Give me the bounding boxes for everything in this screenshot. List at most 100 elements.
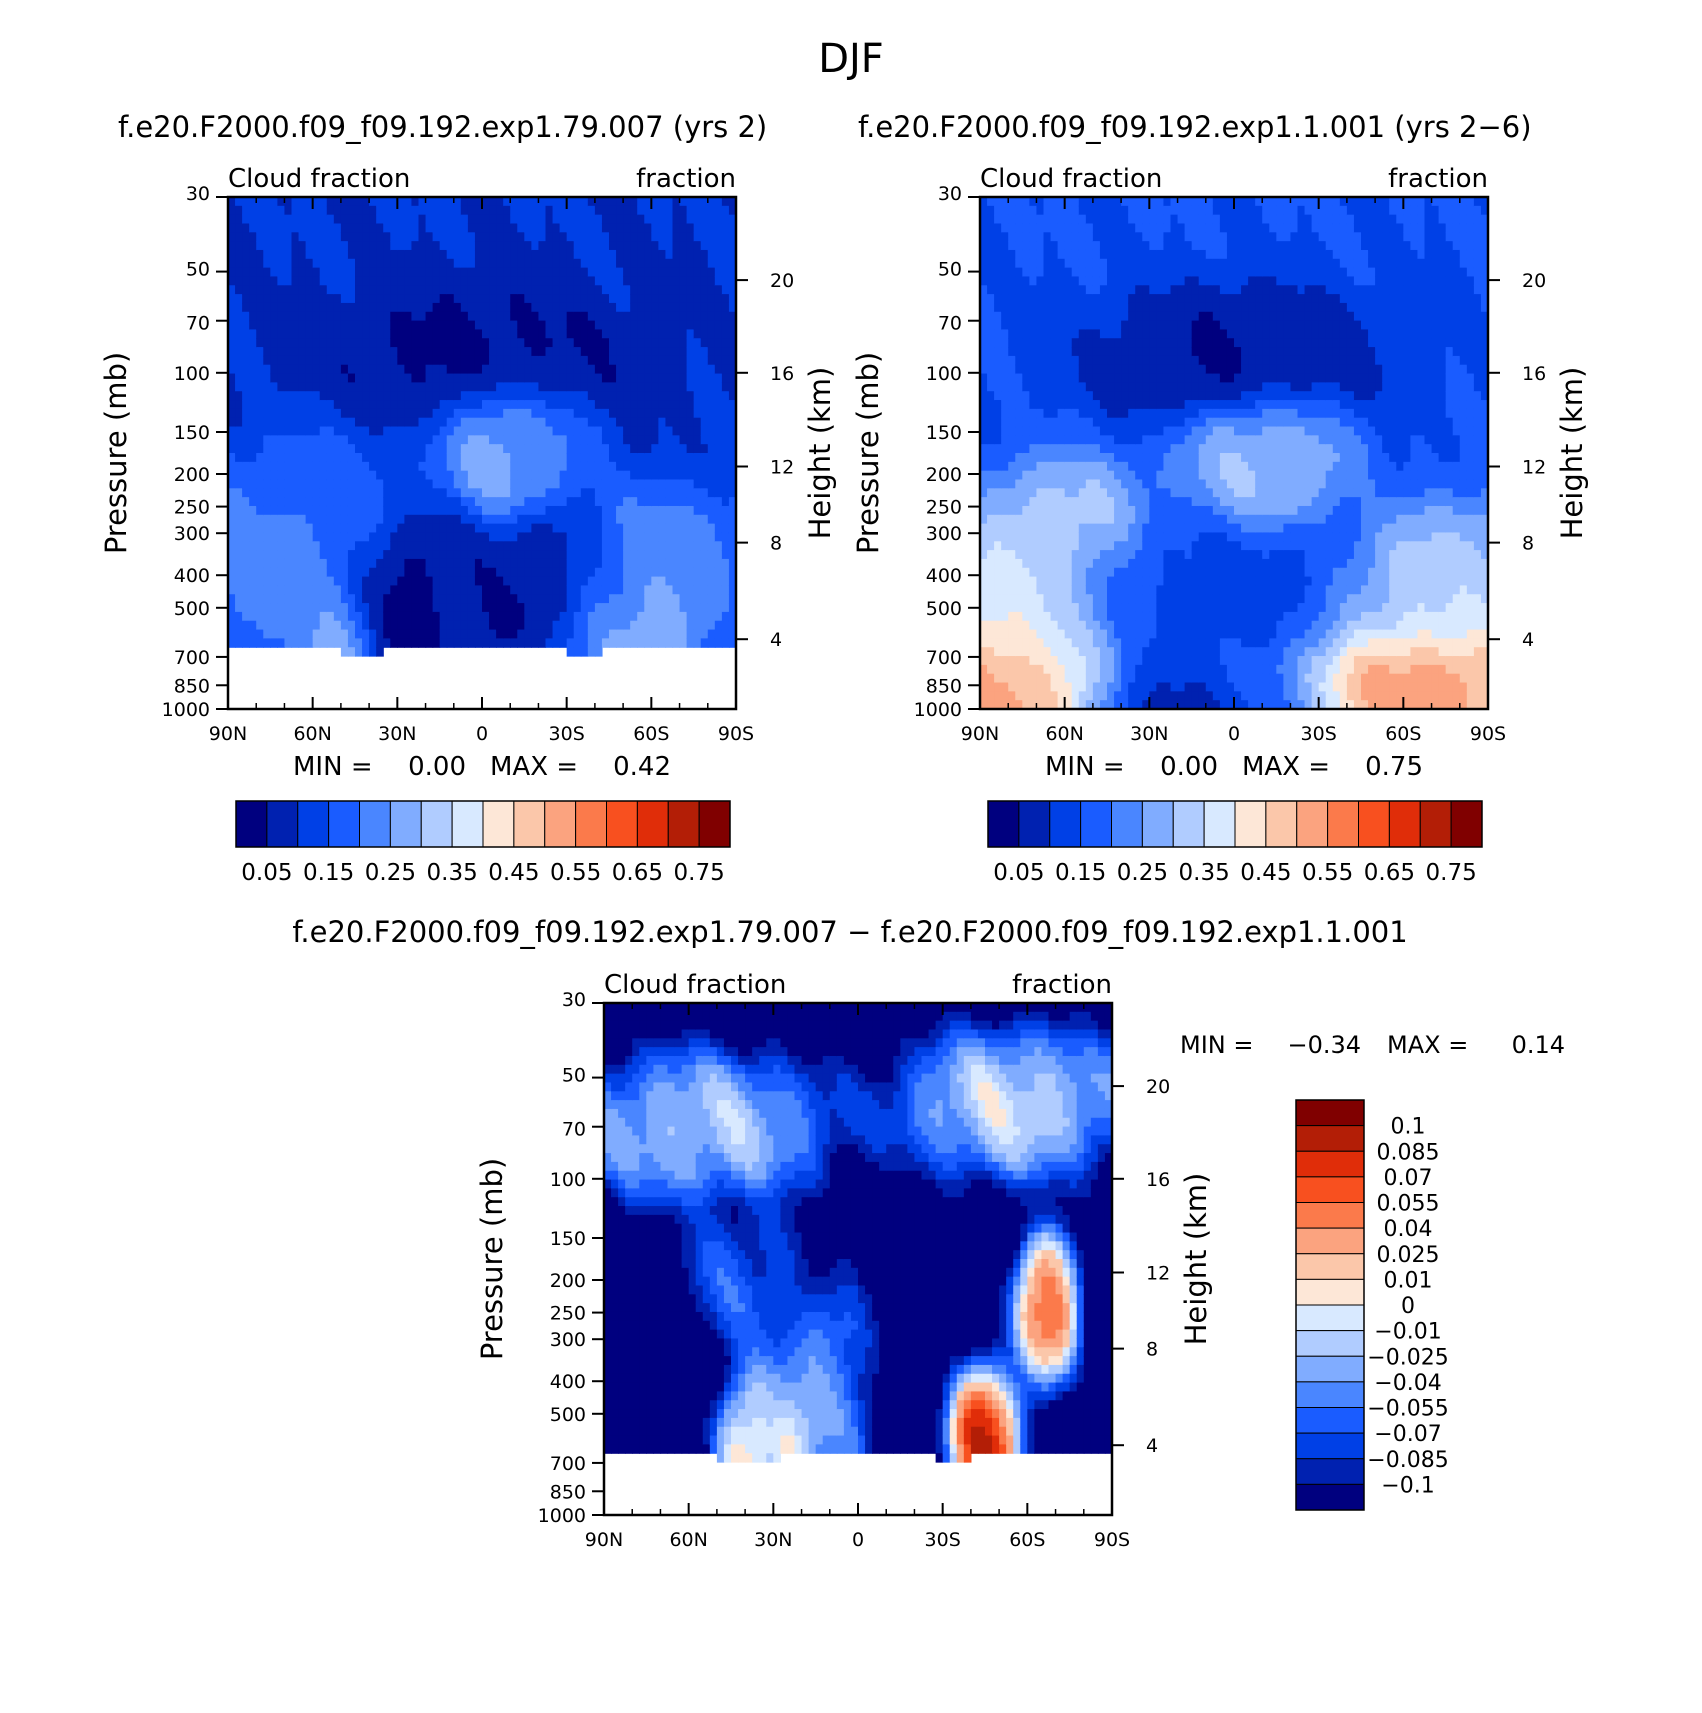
heatmap-cell <box>369 611 377 622</box>
heatmap-cell <box>987 214 995 225</box>
heatmap-cell <box>1121 347 1129 357</box>
heatmap-cell <box>524 338 532 348</box>
heatmap-cell <box>1001 382 1009 392</box>
heatmap-cell <box>1099 223 1108 233</box>
heatmap-cell <box>340 347 349 357</box>
heatmap-cell <box>404 276 413 286</box>
heatmap-cell <box>482 497 490 507</box>
heatmap-cell <box>347 444 356 454</box>
heatmap-cell <box>369 620 377 631</box>
heatmap-cell <box>994 638 1002 648</box>
heatmap-cell <box>312 550 321 560</box>
heatmap-cell <box>693 453 702 463</box>
heatmap-cell <box>637 338 645 348</box>
heatmap-cell <box>1085 611 1094 622</box>
heatmap-cell <box>369 426 377 436</box>
heatmap-cell <box>566 488 575 498</box>
heatmap-cell <box>298 461 307 472</box>
heatmap-cell <box>616 514 624 525</box>
heatmap-cell <box>587 505 596 516</box>
heatmap-cell <box>383 205 391 216</box>
heatmap-cell <box>432 408 441 419</box>
heatmap-cell <box>714 241 723 251</box>
heatmap-cell <box>616 329 624 339</box>
heatmap-cell <box>347 302 356 313</box>
heatmap-cell <box>270 523 278 534</box>
heatmap-cell <box>552 603 561 613</box>
heatmap-cell <box>263 558 271 569</box>
heatmap-cell <box>686 223 695 233</box>
heatmap-cell <box>700 453 709 463</box>
heatmap-cell <box>651 594 659 604</box>
heatmap-cell <box>531 638 540 648</box>
heatmap-cell <box>1064 276 1073 286</box>
heatmap-cell <box>524 453 532 463</box>
heatmap-cell <box>425 249 434 260</box>
heatmap-cell <box>404 373 413 383</box>
heatmap-cell <box>263 223 271 233</box>
heatmap-cell <box>1029 647 1038 657</box>
heatmap-cell <box>994 338 1002 348</box>
heatmap-cell <box>728 638 736 648</box>
heatmap-cell <box>482 408 490 419</box>
heatmap-cell <box>1015 567 1023 578</box>
heatmap-cell <box>1043 488 1052 498</box>
heatmap-cell <box>249 594 257 604</box>
heatmap-cell <box>390 232 398 242</box>
heatmap-cell <box>1114 585 1122 595</box>
heatmap-cell <box>319 391 328 401</box>
heatmap-cell <box>728 241 736 251</box>
heatmap-cell <box>587 241 596 251</box>
heatmap-cell <box>1121 258 1129 269</box>
heatmap-cell <box>489 497 497 507</box>
heatmap-cell <box>1099 479 1108 489</box>
heatmap-cell <box>987 205 995 216</box>
heatmap-cell <box>249 320 257 331</box>
heatmap-cell <box>623 408 631 419</box>
heatmap-cell <box>411 497 420 507</box>
heatmap-cell <box>616 541 624 551</box>
heatmap-cell <box>594 576 603 587</box>
heatmap-cell <box>228 355 236 366</box>
heatmap-cell <box>994 232 1002 242</box>
heatmap-cell <box>630 603 638 613</box>
heatmap-cell <box>721 320 730 331</box>
heatmap-cell <box>728 505 736 516</box>
heatmap-cell <box>601 267 610 278</box>
heatmap-cell <box>531 223 540 233</box>
heatmap-cell <box>312 444 321 454</box>
heatmap-cell <box>376 197 384 207</box>
heatmap-cell <box>305 338 314 348</box>
heatmap-cell <box>980 638 988 648</box>
heatmap-cell <box>721 603 730 613</box>
heatmap-cell <box>489 364 497 375</box>
heatmap-cell <box>672 302 681 313</box>
heatmap-cell <box>658 585 667 595</box>
heatmap-cell <box>552 347 561 357</box>
heatmap-cell <box>721 391 730 401</box>
heatmap-cell <box>637 197 645 207</box>
heatmap-cell <box>432 267 441 278</box>
heatmap-cell <box>1092 223 1101 233</box>
heatmap-cell <box>1092 444 1101 454</box>
heatmap-cell <box>721 497 730 507</box>
heatmap-cell <box>630 294 638 304</box>
heatmap-cell <box>707 408 716 419</box>
heatmap-cell <box>390 585 398 595</box>
heatmap-cell <box>418 214 427 225</box>
heatmap-cell <box>1036 558 1045 569</box>
heatmap-cell <box>566 558 575 569</box>
heatmap-cell <box>728 249 736 260</box>
heatmap-cell <box>404 320 413 331</box>
heatmap-cell <box>637 585 645 595</box>
heatmap-cell <box>637 629 645 639</box>
colorbar-label: 0.65 <box>612 860 663 886</box>
heatmap-cell <box>242 558 250 569</box>
heatmap-cell <box>1022 400 1030 410</box>
heatmap-cell <box>256 497 264 507</box>
heatmap-cell <box>298 382 307 392</box>
heatmap-cell <box>545 373 554 383</box>
heatmap-cell <box>566 285 575 295</box>
heatmap-cell <box>397 550 405 560</box>
